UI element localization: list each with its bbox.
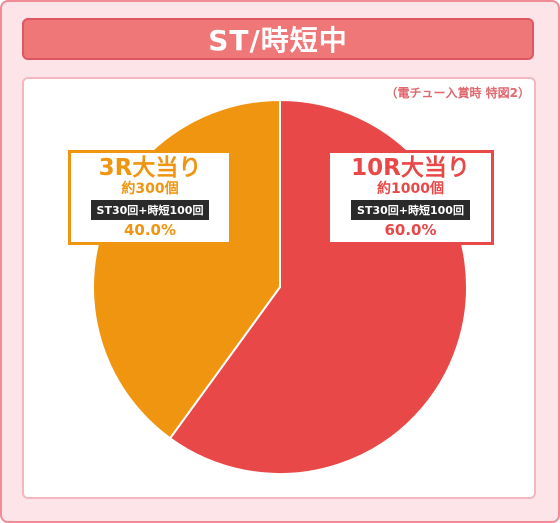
slice-10r-detail: ST30回+時短100回 (351, 200, 470, 220)
chart-title: ST/時短中 (22, 18, 534, 60)
slice-3r-name: 3R大当り (98, 155, 202, 181)
slice-10r-payout: 約1000個 (377, 181, 444, 197)
slice-10r-name: 10R大当り (351, 155, 470, 181)
slice-3r-percent: 40.0% (123, 221, 177, 239)
slice-label-3r: 3R大当り 約300個 ST30回+時短100回 40.0% (68, 150, 232, 245)
chart-note: （電チュー入賞時 特図2） (385, 86, 530, 100)
slice-label-10r: 10R大当り 約1000個 ST30回+時短100回 60.0% (327, 150, 494, 245)
slice-3r-payout: 約300個 (121, 181, 179, 197)
slice-3r-detail: ST30回+時短100回 (90, 200, 210, 220)
slice-10r-percent: 60.0% (384, 221, 437, 239)
